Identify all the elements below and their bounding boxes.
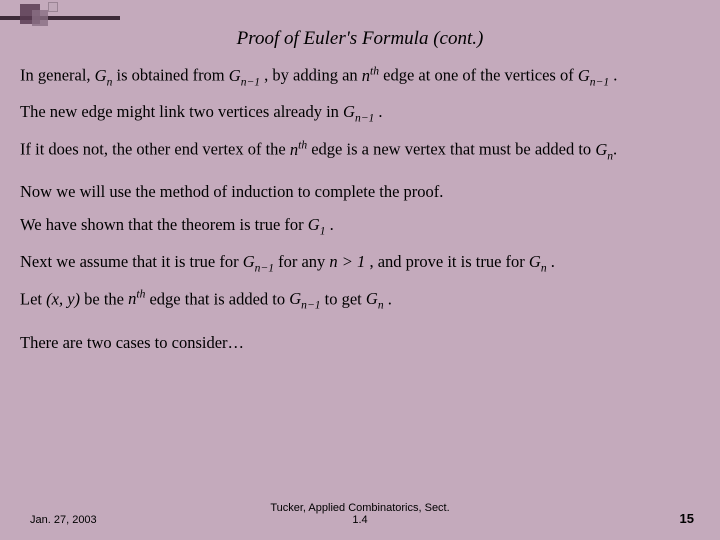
math-expr: (x, y): [46, 289, 80, 308]
paragraph-4: Now we will use the method of induction …: [20, 181, 700, 203]
text: , by adding an: [260, 66, 362, 85]
text: In general,: [20, 66, 95, 85]
math-var: nth: [290, 140, 307, 159]
text: .: [609, 66, 617, 85]
paragraph-1: In general, Gn is obtained from Gn−1 , b…: [20, 64, 700, 90]
text: is obtained from: [112, 66, 228, 85]
text: .: [613, 140, 617, 159]
text: .: [547, 252, 555, 271]
text: to get: [321, 289, 366, 308]
paragraph-8: There are two cases to consider…: [20, 332, 700, 354]
math-var: nth: [362, 66, 379, 85]
math-expr: n > 1: [329, 252, 365, 271]
paragraph-5: We have shown that the theorem is true f…: [20, 214, 700, 240]
deco-bar: [0, 16, 120, 20]
text: Next we assume that it is true for: [20, 252, 243, 271]
slide-body: In general, Gn is obtained from Gn−1 , b…: [0, 50, 720, 354]
math-var: Gn−1: [229, 66, 260, 85]
math-var: nth: [128, 289, 145, 308]
slide-number: 15: [680, 511, 694, 526]
corner-decoration: [0, 0, 140, 40]
math-var: Gn: [529, 252, 547, 271]
text: .: [384, 289, 392, 308]
text: .: [374, 102, 382, 121]
text: edge is a new vertex that must be added …: [307, 140, 595, 159]
paragraph-6: Next we assume that it is true for Gn−1 …: [20, 251, 700, 277]
text: If it does not, the other end vertex of …: [20, 140, 290, 159]
text: .: [326, 215, 334, 234]
math-var: Gn: [366, 289, 384, 308]
footer-source: Tucker, Applied Combinatorics, Sect.1.4: [0, 502, 720, 526]
text: We have shown that the theorem is true f…: [20, 215, 308, 234]
text: for any: [274, 252, 329, 271]
paragraph-3: If it does not, the other end vertex of …: [20, 138, 700, 164]
text: , and prove it is true for: [365, 252, 529, 271]
math-var: Gn−1: [343, 102, 374, 121]
text: edge that is added to: [145, 289, 289, 308]
text: be the: [80, 289, 128, 308]
paragraph-2: The new edge might link two vertices alr…: [20, 101, 700, 127]
math-var: Gn−1: [243, 252, 274, 271]
deco-square: [32, 10, 48, 26]
math-var: G1: [308, 215, 326, 234]
deco-square: [48, 2, 58, 12]
math-var: Gn: [595, 140, 613, 159]
math-var: Gn−1: [289, 289, 320, 308]
paragraph-7: Let (x, y) be the nth edge that is added…: [20, 288, 700, 314]
math-var: Gn: [95, 66, 113, 85]
text: Let: [20, 289, 46, 308]
text: The new edge might link two vertices alr…: [20, 102, 343, 121]
text: edge at one of the vertices of: [379, 66, 578, 85]
math-var: Gn−1: [578, 66, 609, 85]
